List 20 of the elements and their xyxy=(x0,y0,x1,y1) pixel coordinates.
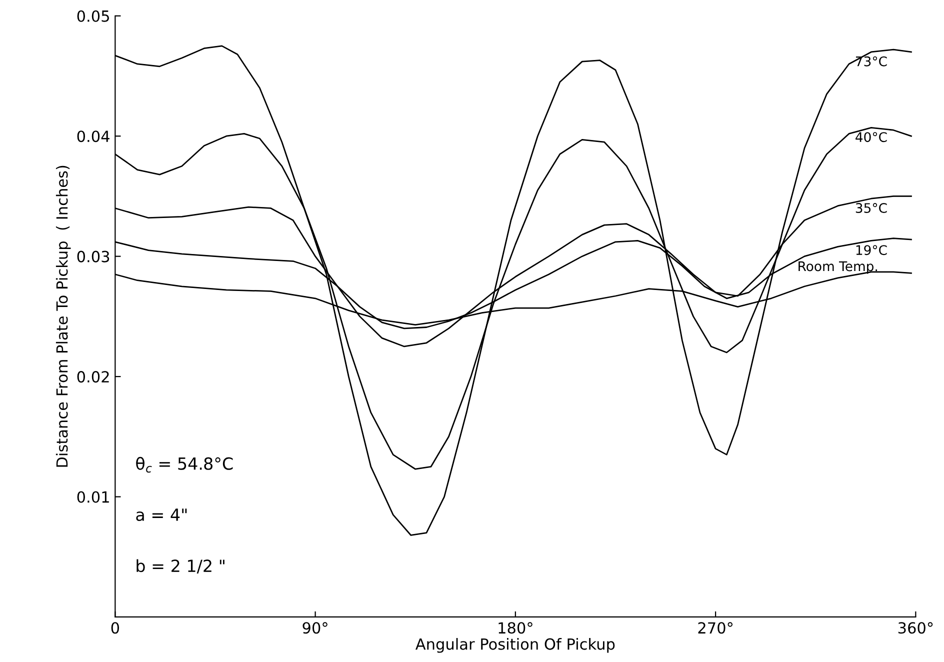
series-label: 19°C xyxy=(856,245,887,256)
x-axis-title: Angular Position Of Pickup xyxy=(415,638,615,653)
y-axis-title: Distance From Plate To Pickup ( Inches) xyxy=(56,166,71,467)
annotation: θ$_{c}$ = 54.8°C xyxy=(136,456,233,473)
series-label: 73°C xyxy=(856,56,887,66)
y-tick-label: 0.05 xyxy=(77,10,109,22)
y-tick-label: 0.04 xyxy=(77,130,110,142)
y-tick-label: 0.01 xyxy=(77,491,109,503)
x-tick-label: 180° xyxy=(498,622,532,634)
y-tick-label: 0.02 xyxy=(77,371,109,383)
series-label: 40°C xyxy=(856,132,887,142)
x-tick-label: 270° xyxy=(698,622,732,634)
series-label: Room Temp. xyxy=(798,261,877,274)
annotation: b = 2 1/2 " xyxy=(136,559,224,574)
x-tick-label: 90° xyxy=(302,622,328,634)
x-tick-label: 360° xyxy=(898,622,933,634)
series-label: 35°C xyxy=(856,203,887,213)
y-tick-label: 0.03 xyxy=(77,250,110,262)
annotation: a = 4" xyxy=(136,508,187,522)
x-tick-label: 0 xyxy=(111,622,120,634)
